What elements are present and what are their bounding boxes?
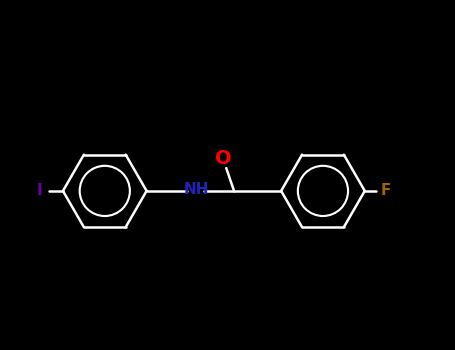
Text: F: F — [381, 183, 391, 198]
Text: NH: NH — [183, 182, 209, 197]
Text: I: I — [37, 183, 43, 198]
Text: O: O — [215, 149, 232, 168]
